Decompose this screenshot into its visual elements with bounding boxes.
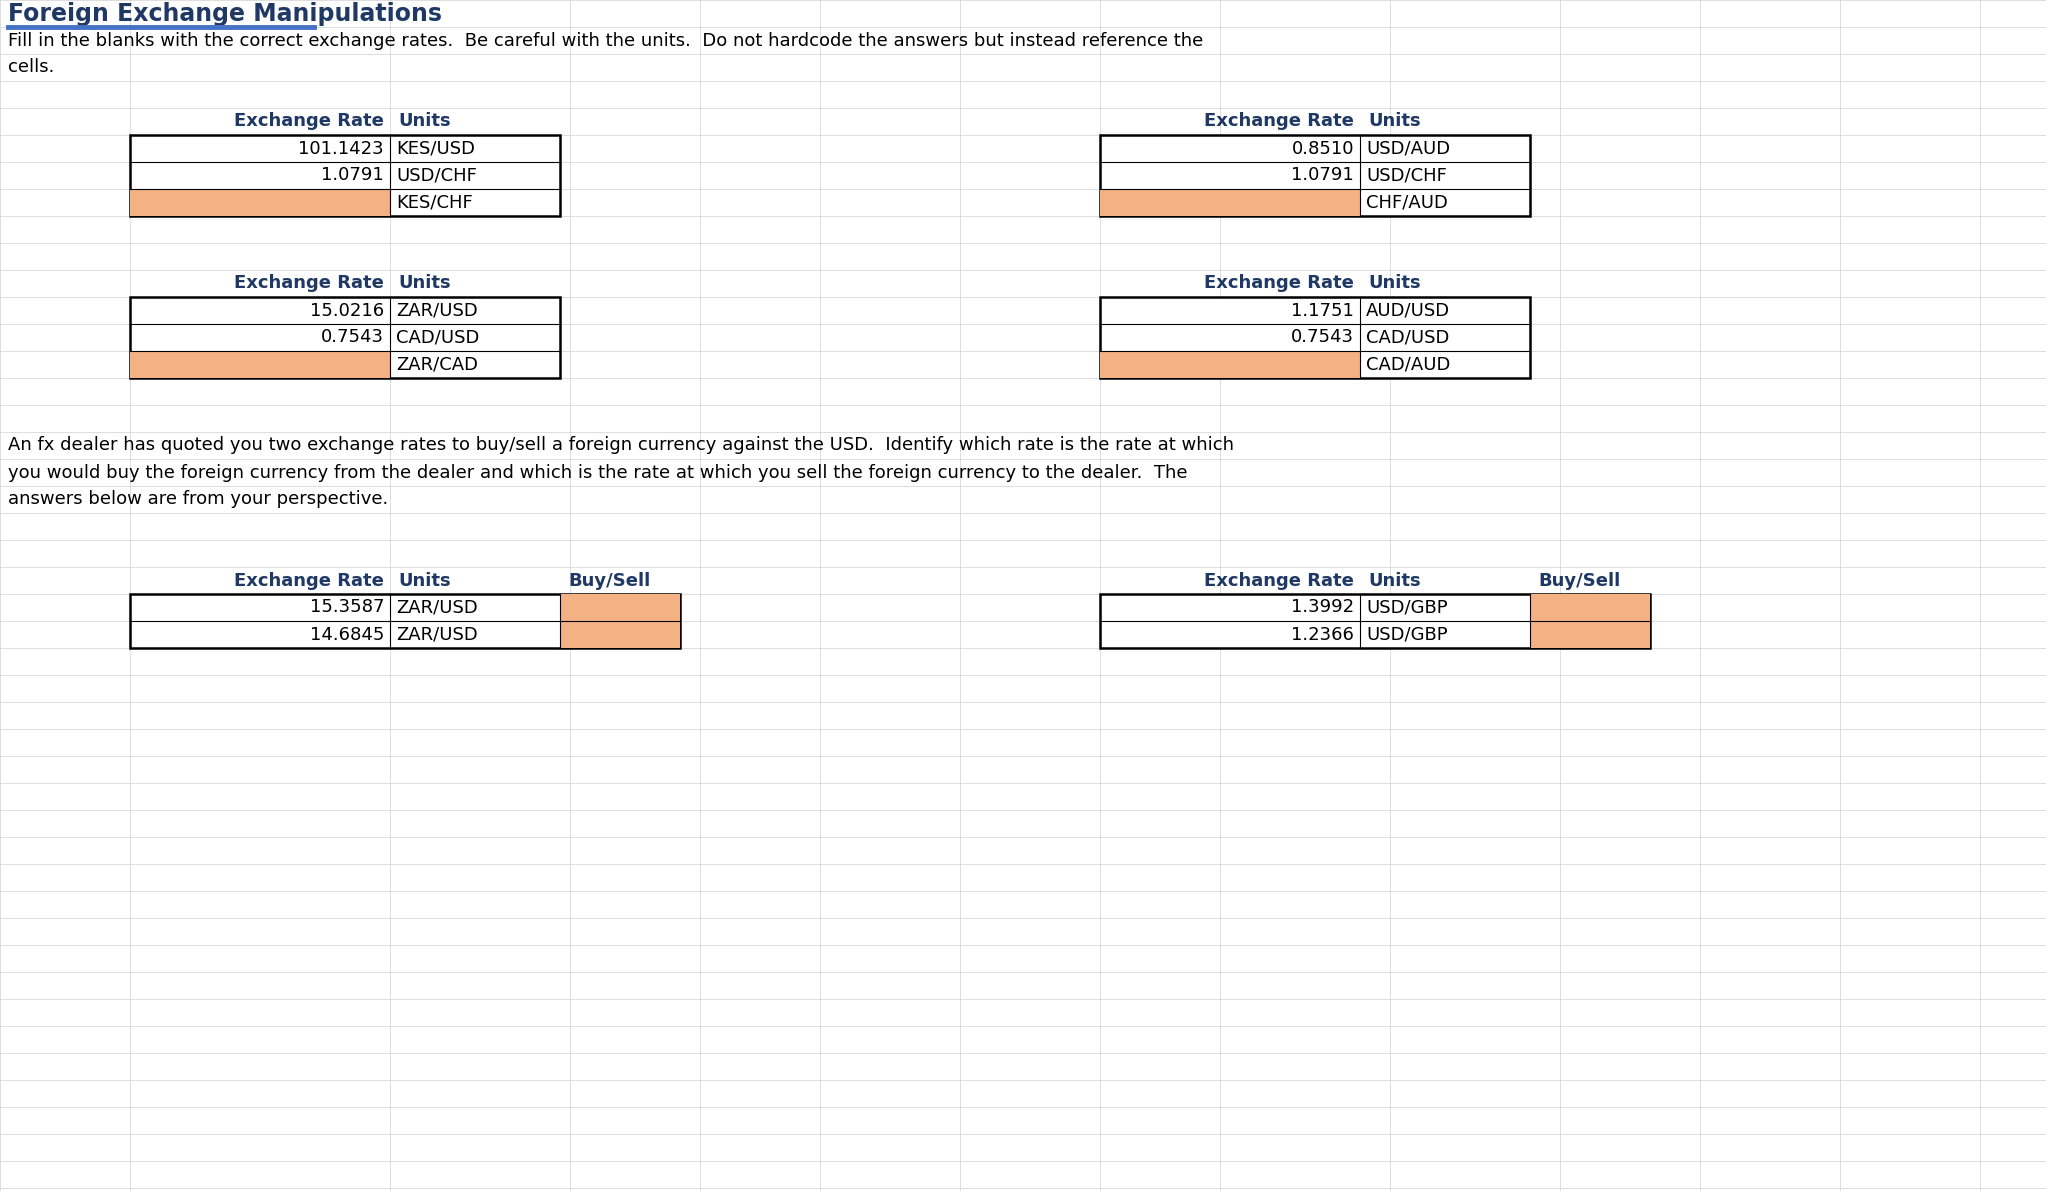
Text: USD/AUD: USD/AUD: [1367, 139, 1451, 157]
Text: Exchange Rate: Exchange Rate: [233, 572, 385, 590]
Text: 0.7543: 0.7543: [321, 329, 385, 347]
Text: Units: Units: [1369, 274, 1420, 293]
Text: ZAR/CAD: ZAR/CAD: [397, 355, 479, 374]
Text: Exchange Rate: Exchange Rate: [1205, 274, 1354, 293]
Bar: [131, 594, 679, 648]
Bar: [1530, 594, 1649, 621]
Text: ZAR/USD: ZAR/USD: [397, 301, 479, 319]
Bar: [561, 621, 679, 648]
Text: Fill in the blanks with the correct exchange rates.  Be careful with the units. : Fill in the blanks with the correct exch…: [8, 31, 1203, 50]
Text: USD/GBP: USD/GBP: [1367, 599, 1449, 617]
Text: Units: Units: [1369, 572, 1420, 590]
Text: ZAR/USD: ZAR/USD: [397, 599, 479, 617]
Text: Buy/Sell: Buy/Sell: [1539, 572, 1620, 590]
Text: Foreign Exchange Manipulations: Foreign Exchange Manipulations: [8, 1, 442, 25]
Bar: [1530, 621, 1649, 648]
Text: CAD/USD: CAD/USD: [397, 329, 479, 347]
Bar: [131, 135, 561, 216]
Text: Exchange Rate: Exchange Rate: [233, 112, 385, 131]
Text: An fx dealer has quoted you two exchange rates to buy/sell a foreign currency ag: An fx dealer has quoted you two exchange…: [8, 436, 1234, 455]
Text: answers below are from your perspective.: answers below are from your perspective.: [8, 491, 389, 509]
Bar: [1101, 189, 1361, 216]
Text: KES/CHF: KES/CHF: [397, 193, 473, 212]
Text: ZAR/USD: ZAR/USD: [397, 625, 479, 643]
Text: CHF/AUD: CHF/AUD: [1367, 193, 1449, 212]
Text: CAD/AUD: CAD/AUD: [1367, 355, 1451, 374]
Bar: [131, 189, 391, 216]
Text: Units: Units: [399, 112, 450, 131]
Text: Units: Units: [399, 274, 450, 293]
Text: 14.6845: 14.6845: [309, 625, 385, 643]
Text: 0.7543: 0.7543: [1291, 329, 1354, 347]
Text: USD/GBP: USD/GBP: [1367, 625, 1449, 643]
Text: Units: Units: [399, 572, 450, 590]
Bar: [1101, 351, 1361, 378]
Text: you would buy the foreign currency from the dealer and which is the rate at whic: you would buy the foreign currency from …: [8, 463, 1187, 481]
Text: Units: Units: [1369, 112, 1420, 131]
Text: 0.8510: 0.8510: [1291, 139, 1354, 157]
Text: USD/CHF: USD/CHF: [397, 167, 477, 185]
Text: KES/USD: KES/USD: [397, 139, 475, 157]
Text: Buy/Sell: Buy/Sell: [569, 572, 651, 590]
Bar: [1101, 297, 1530, 378]
Bar: [131, 351, 391, 378]
Text: Exchange Rate: Exchange Rate: [1205, 572, 1354, 590]
Text: USD/CHF: USD/CHF: [1367, 167, 1447, 185]
Text: 1.3992: 1.3992: [1291, 599, 1354, 617]
Text: cells.: cells.: [8, 58, 55, 76]
Text: 1.0791: 1.0791: [1291, 167, 1354, 185]
Text: 15.0216: 15.0216: [309, 301, 385, 319]
Text: 1.0791: 1.0791: [321, 167, 385, 185]
Text: Exchange Rate: Exchange Rate: [1205, 112, 1354, 131]
Text: AUD/USD: AUD/USD: [1367, 301, 1451, 319]
Text: 1.2366: 1.2366: [1291, 625, 1354, 643]
Bar: [561, 594, 679, 621]
Text: 15.3587: 15.3587: [309, 599, 385, 617]
Bar: [1101, 594, 1649, 648]
Bar: [1101, 135, 1530, 216]
Text: Exchange Rate: Exchange Rate: [233, 274, 385, 293]
Text: CAD/USD: CAD/USD: [1367, 329, 1449, 347]
Text: 1.1751: 1.1751: [1291, 301, 1354, 319]
Bar: [131, 297, 561, 378]
Text: 101.1423: 101.1423: [299, 139, 385, 157]
